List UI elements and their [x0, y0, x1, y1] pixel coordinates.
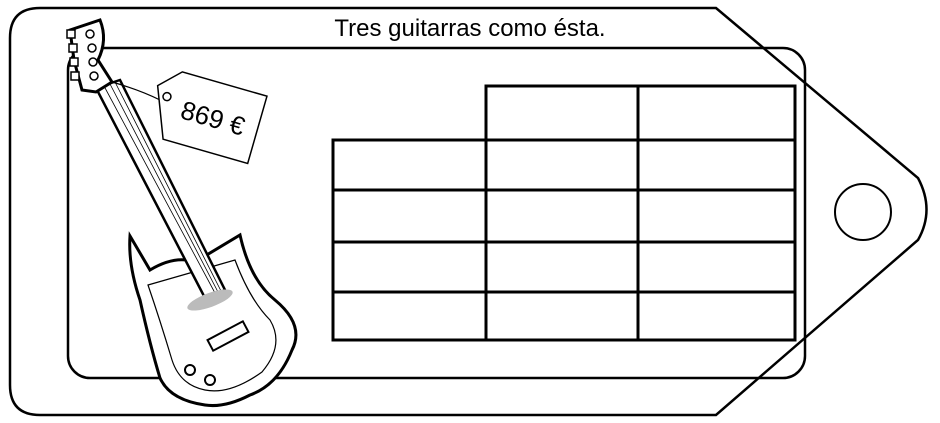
tag-hole	[834, 183, 892, 241]
tag-outline	[8, 6, 928, 417]
price-tag: 869 €	[156, 71, 268, 165]
tag-inner	[66, 46, 807, 380]
guitar	[66, 18, 298, 407]
table	[331, 84, 797, 342]
title: Tres guitarras como ésta.	[334, 15, 605, 42]
tag-string	[111, 81, 161, 101]
